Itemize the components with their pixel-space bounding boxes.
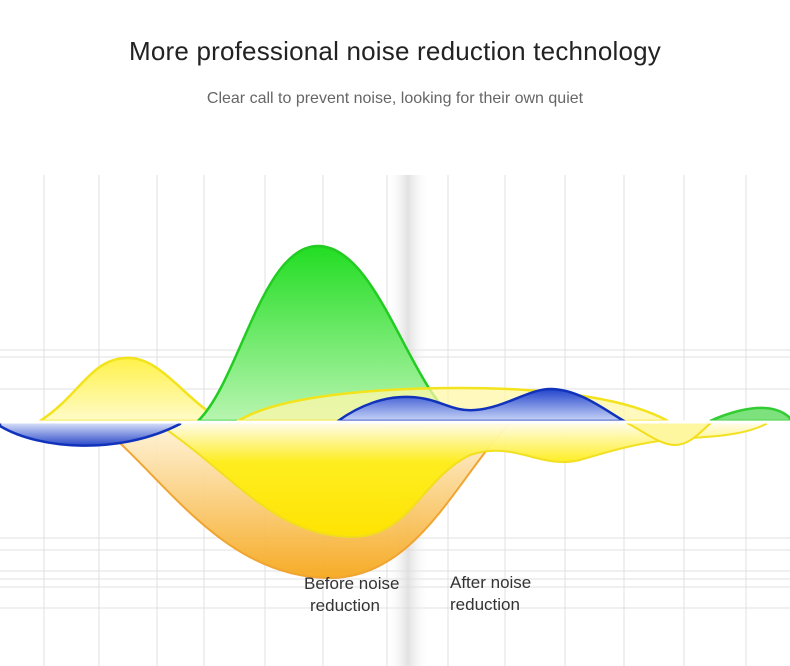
after-noise-reduction-label: After noise reduction (450, 572, 531, 616)
before-label-line1: Before noise (304, 574, 400, 593)
green-wave-main (194, 244, 463, 423)
yellow-wave-left (35, 356, 227, 423)
green-wave-right (709, 406, 790, 423)
before-label-line2: reduction (310, 596, 380, 615)
blue-wave-right (334, 387, 629, 423)
before-noise-reduction-label: Before noise reduction (304, 573, 399, 617)
after-label-line2: reduction (450, 595, 520, 614)
after-label-line1: After noise (450, 573, 532, 592)
page-title: More professional noise reduction techno… (129, 36, 661, 66)
page-subtitle: Clear call to prevent noise, looking for… (206, 90, 584, 107)
yellow-small-dip (624, 421, 715, 447)
blue-wave-left (0, 420, 182, 447)
noise-waveform-graphic (0, 175, 790, 666)
